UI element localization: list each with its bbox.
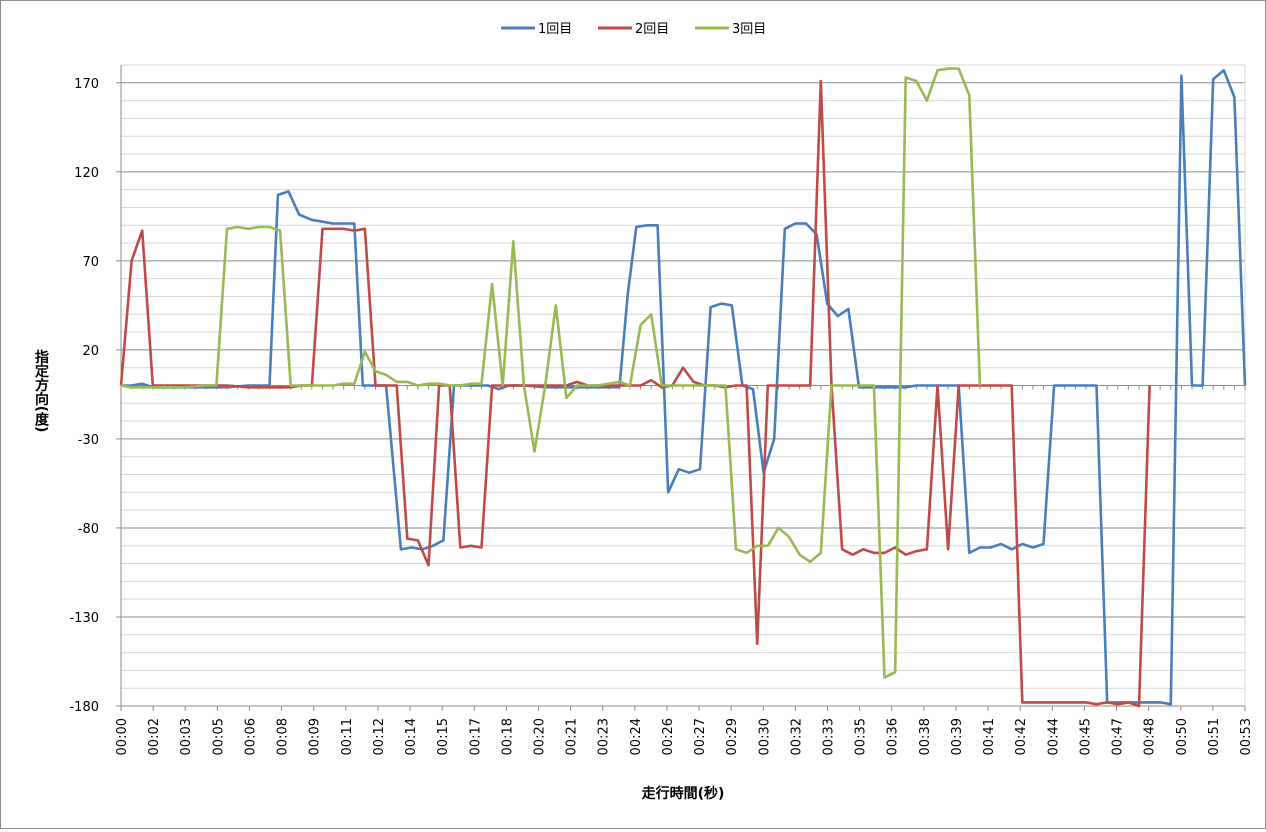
x-tick-label: 00:30 xyxy=(757,718,772,755)
x-tick-label: 00:33 xyxy=(822,718,837,755)
x-tick-label: 00:23 xyxy=(597,718,612,755)
x-tick-label: 00:03 xyxy=(179,718,194,755)
x-tick-label: 00:45 xyxy=(1078,718,1093,755)
x-tick-label: 00:51 xyxy=(1207,718,1222,755)
legend-label: 3回目 xyxy=(732,22,766,37)
legend-label: 2回目 xyxy=(635,22,669,37)
gridlines xyxy=(121,64,1245,707)
x-tick-label: 00:17 xyxy=(468,718,483,755)
series-line-3 xyxy=(120,67,982,679)
x-tick-label: 00:47 xyxy=(1111,718,1126,755)
x-tick-label: 00:27 xyxy=(693,718,708,755)
x-tick-label: 00:08 xyxy=(276,718,291,755)
x-tick-label: 00:14 xyxy=(404,718,419,755)
x-axis-title: 走行時間(秒) xyxy=(642,785,725,802)
x-tick-label: 00:36 xyxy=(886,718,901,755)
x-tick-label: 00:12 xyxy=(372,718,387,755)
series-line-1 xyxy=(121,69,1247,706)
x-tick-label: 00:21 xyxy=(565,718,580,755)
y-tick-label: 20 xyxy=(82,344,99,359)
x-tick-label: 00:11 xyxy=(340,718,355,755)
x-tick-label: 00:09 xyxy=(308,718,323,755)
x-tick-label: 00:32 xyxy=(789,718,804,755)
x-tick-label: 00:50 xyxy=(1175,718,1190,755)
y-axis: 170 120 70 20 -30 -80 -130 -180 xyxy=(69,77,121,715)
x-tick-label: 00:20 xyxy=(532,718,547,755)
y-axis-title: 指定方向(度) xyxy=(33,349,49,432)
y-tick-label: 70 xyxy=(82,255,99,270)
series-lines xyxy=(119,67,1247,708)
x-tick-label: 00:05 xyxy=(211,718,226,755)
x-tick-label: 00:06 xyxy=(243,718,258,755)
y-tick-label: -130 xyxy=(69,611,99,626)
x-axis: 00:00 00:02 00:03 00:05 00:06 00:08 00:09 00:11… xyxy=(115,706,1254,755)
x-tick-label: 00:41 xyxy=(982,718,997,755)
legend-label: 1回目 xyxy=(538,22,572,37)
x-tick-label: 00:35 xyxy=(854,718,869,755)
x-tick-label: 00:29 xyxy=(725,718,740,755)
x-tick-label: 00:26 xyxy=(661,718,676,755)
x-tick-label: 00:18 xyxy=(500,718,515,755)
x-tick-label: 00:38 xyxy=(918,718,933,755)
y-tick-label: 120 xyxy=(74,166,99,181)
x-tick-label: 00:15 xyxy=(436,718,451,755)
series-line-2 xyxy=(119,79,1151,708)
x-tick-label: 00:42 xyxy=(1014,718,1029,755)
y-tick-label: -180 xyxy=(69,700,99,715)
x-tick-label: 00:00 xyxy=(115,718,130,755)
x-tick-label: 00:53 xyxy=(1239,718,1254,755)
x-tick-label: 00:48 xyxy=(1143,718,1158,755)
x-tick-label: 00:24 xyxy=(629,718,644,755)
x-tick-label: 00:02 xyxy=(147,718,162,755)
y-tick-label: 170 xyxy=(74,77,99,92)
x-tick-label: 00:39 xyxy=(950,718,965,755)
y-tick-label: -80 xyxy=(78,522,99,537)
x-tick-label: 00:44 xyxy=(1046,718,1061,755)
legend: 1回目 2回目 3回目 xyxy=(501,22,766,37)
y-tick-label: -30 xyxy=(78,433,99,448)
